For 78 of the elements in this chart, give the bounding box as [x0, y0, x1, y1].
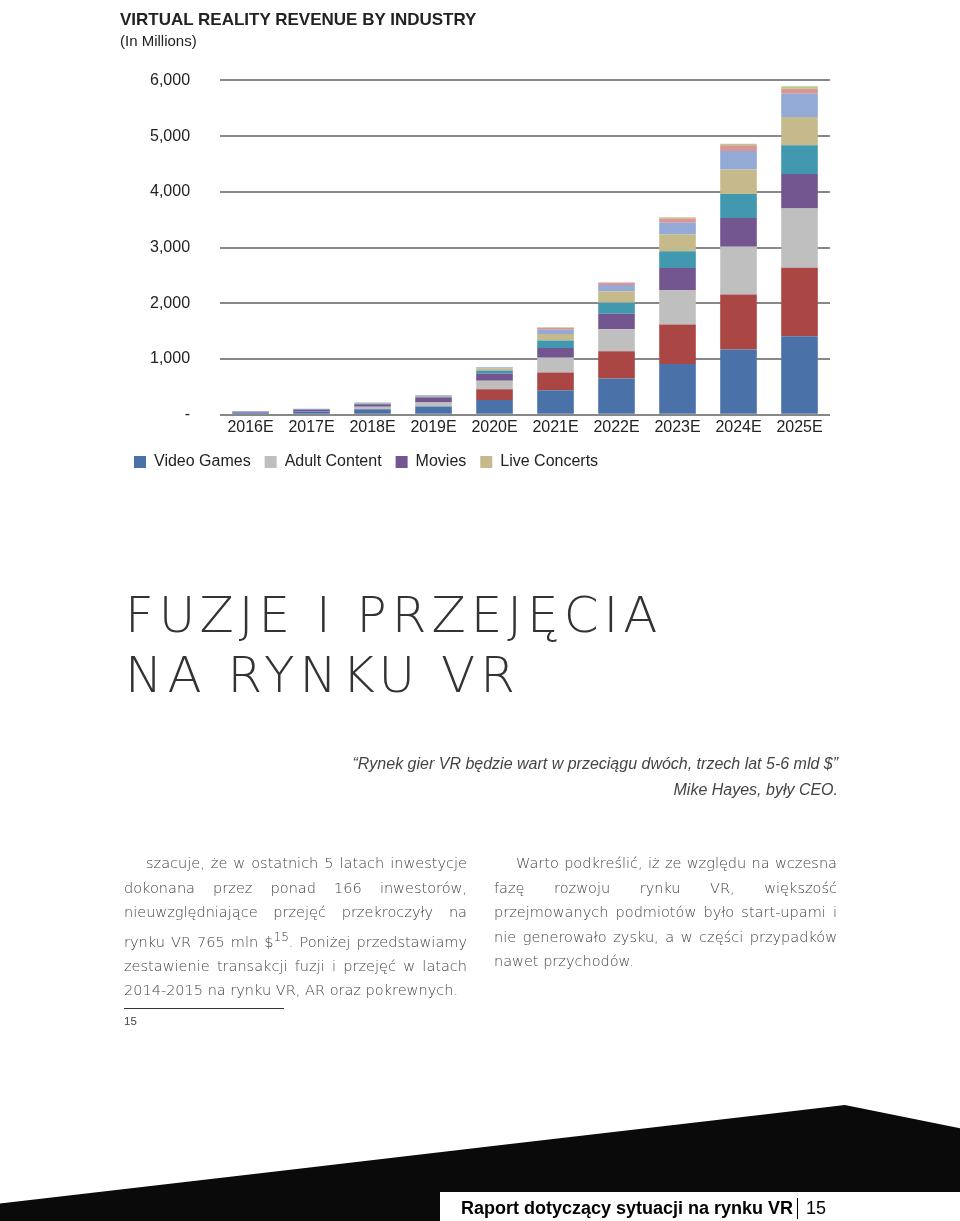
bar	[598, 302, 635, 314]
bar	[659, 364, 696, 414]
bar	[476, 400, 513, 414]
bar	[598, 351, 635, 379]
bar	[720, 246, 757, 295]
bar	[598, 313, 635, 330]
bar	[598, 329, 635, 352]
bar	[659, 222, 696, 235]
bar	[781, 145, 818, 175]
y-tick-label: 3,000	[149, 238, 191, 256]
text: szacuje, że w ostatnich 5 latach inwestycje dokonana przez ponad 166 inwestorów, nieuwzględniające przejęć przekroczyły na rynku VR 765 mln $$^{15}$. Poniżej przedstawiamy zestawienie transakcji fuzji i przejęć w latach 2014-2015 na rynku VR, AR oraz pokrewnych.	[124, 854, 467, 1001]
bar	[659, 324, 696, 365]
bar	[720, 349, 757, 414]
x-tick-label: 2023E	[654, 417, 701, 435]
bar	[537, 347, 574, 358]
bar	[720, 145, 757, 151]
bar	[720, 194, 757, 219]
x-tick-label: 2020E	[471, 417, 518, 435]
y-tick-label: 6,000	[149, 70, 191, 88]
legend-label: Movies	[415, 452, 467, 470]
bar	[659, 267, 696, 290]
y-tick-label: 1,000	[149, 349, 191, 367]
text: FUZJE I PRZEJĘCIA NA RYNKU VR	[125, 585, 664, 705]
text: 15	[124, 1008, 284, 1027]
bar	[781, 86, 818, 89]
y-tick-label: 4,000	[149, 182, 191, 200]
text: 15	[797, 1198, 827, 1219]
x-tick-label: 2024E	[715, 417, 762, 435]
bar	[476, 389, 513, 401]
x-tick-label: 2022E	[593, 417, 640, 435]
legend-label: Live Concerts	[500, 452, 599, 470]
bar	[537, 340, 574, 348]
text: Raport dotyczący sytuacji na rynku VR	[461, 1198, 794, 1219]
bar	[659, 234, 696, 252]
bar	[476, 380, 513, 390]
bar	[537, 333, 574, 341]
bar	[781, 174, 818, 209]
bar	[415, 397, 452, 403]
bar	[781, 208, 818, 268]
y-tick-label: -	[184, 405, 191, 423]
legend-label: Video Games	[154, 452, 251, 470]
bar	[537, 357, 574, 373]
bar	[476, 373, 513, 381]
bar	[354, 409, 391, 414]
x-tick-label: 2016E	[227, 417, 274, 435]
bar	[415, 406, 452, 414]
bar	[781, 88, 818, 94]
bar	[781, 116, 818, 146]
bar	[537, 329, 574, 334]
bar	[598, 291, 635, 303]
bar	[720, 150, 757, 170]
x-tick-label: 2018E	[349, 417, 396, 435]
chart-subtitle: (In Millions)	[120, 31, 197, 49]
bar	[781, 336, 818, 414]
bar	[659, 289, 696, 325]
bar	[781, 267, 818, 337]
y-tick-label: 5,000	[149, 126, 191, 144]
x-tick-label: 2021E	[532, 417, 579, 435]
bar	[598, 282, 635, 285]
bar	[720, 294, 757, 350]
bar	[659, 218, 696, 223]
bar	[781, 93, 818, 117]
bar	[537, 372, 574, 391]
y-tick-label: 2,000	[149, 293, 191, 311]
bar	[720, 169, 757, 195]
bar	[720, 218, 757, 247]
text: Mike Hayes, były CEO.	[672, 781, 838, 799]
text: Warto podkreślić, iż ze względu na wczesna fazę rozwoju rynku VR, większość przejmowanych podmiotów było start-upami i nie generowało zysku, a w części przypadków nawet przychodów.	[494, 854, 837, 971]
chart-title: VIRTUAL REALITY REVENUE BY INDUSTRY	[120, 9, 478, 29]
x-tick-label: 2025E	[776, 417, 823, 435]
bar	[659, 251, 696, 268]
bar	[537, 390, 574, 414]
bar	[598, 284, 635, 292]
text: “Rynek gier VR będzie wart w przeciągu dwóch, trzech lat 5-6 mld $”	[351, 755, 838, 773]
bar	[598, 378, 635, 414]
x-tick-label: 2017E	[288, 417, 335, 435]
legend-label: Adult Content	[284, 452, 383, 470]
x-tick-label: 2019E	[410, 417, 457, 435]
